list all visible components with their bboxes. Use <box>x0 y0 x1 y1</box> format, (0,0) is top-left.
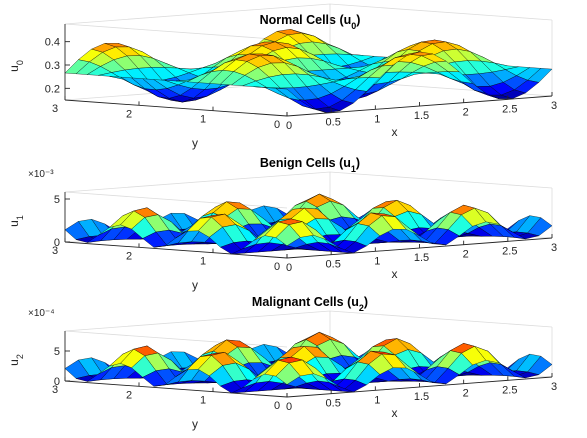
back-box-edge <box>64 23 288 41</box>
x-tick-label: 2.5 <box>502 245 517 257</box>
x-tick-label: 0.5 <box>326 398 341 410</box>
z-tick-label: 0.4 <box>45 37 60 49</box>
y-tick-label: 0 <box>274 400 280 412</box>
x-tick-label: 2 <box>463 249 469 261</box>
exponent-label: ×10⁻⁴ <box>28 308 55 319</box>
axis-lines: 0 0.5 1 1.5 2 2.5 3 x 0 1 2 3 y 0 5 u2 <box>7 331 557 431</box>
y-axis-line <box>64 99 288 117</box>
y-tick-label: 2 <box>126 389 132 401</box>
panel-normal-cells: Normal Cells (u0) 0 0.5 1 1.5 2 2.5 3 x 0 1 2 3 y 0.2… <box>7 3 557 150</box>
y-axis-line <box>64 380 288 398</box>
surface-patch <box>275 224 301 246</box>
panel-malignant-cells: Malignant Cells (u2) ×10⁻⁴ 0 0.5 1 1.5 2 2.5 3… <box>7 295 557 431</box>
z-tick-label: 0.2 <box>45 83 60 95</box>
x-axis-label: x <box>392 267 398 281</box>
z-tick-label: 5 <box>54 194 60 206</box>
panel-title: Malignant Cells (u2) <box>252 295 368 313</box>
y-tick-label: 2 <box>126 108 132 120</box>
x-tick-label: 0.5 <box>326 117 341 129</box>
surface <box>64 29 553 113</box>
x-tick-label: 2.5 <box>502 103 517 115</box>
surface-patch <box>275 88 301 101</box>
x-axis-label: x <box>392 125 398 139</box>
panel-title: Benign Cells (u1) <box>260 156 360 174</box>
y-axis-label: y <box>192 417 198 431</box>
z-axis-label: u1 <box>7 215 25 227</box>
x-tick-label: 0.5 <box>326 259 341 271</box>
y-tick-label: 3 <box>52 245 58 257</box>
y-axis-label: y <box>192 278 198 292</box>
y-tick-label: 1 <box>200 114 206 126</box>
panel-benign-cells: Benign Cells (u1) ×10⁻³ 0 0.5 1 1.5 2 2.5 3 x 0 1… <box>7 156 557 292</box>
y-axis-line <box>64 241 288 259</box>
x-tick-label: 2.5 <box>502 384 517 396</box>
y-tick-label: 3 <box>52 103 58 115</box>
x-tick-label: 2 <box>463 388 469 400</box>
axis-lines: 0 0.5 1 1.5 2 2.5 3 x 0 1 2 3 y 0 5 u1 <box>7 192 557 292</box>
z-tick-label: 0 <box>54 376 60 388</box>
y-tick-label: 0 <box>274 119 280 131</box>
y-tick-label: 3 <box>52 384 58 396</box>
z-tick-label: 0 <box>54 237 60 249</box>
x-tick-label: 2 <box>463 107 469 119</box>
x-tick-label: 3 <box>551 381 557 393</box>
surface-patch <box>275 362 301 385</box>
y-tick-label: 2 <box>126 250 132 262</box>
x-tick-label: 1 <box>374 394 380 406</box>
x-tick-label: 0 <box>286 262 292 274</box>
z-axis-label: u0 <box>7 60 25 72</box>
surface <box>64 193 553 255</box>
x-tick-label: 1.5 <box>414 110 429 122</box>
x-axis-label: x <box>392 406 398 420</box>
x-tick-label: 0 <box>286 401 292 413</box>
surface <box>64 332 553 394</box>
x-tick-label: 1 <box>374 113 380 125</box>
exponent-label: ×10⁻³ <box>28 169 54 180</box>
x-tick-label: 1 <box>374 255 380 267</box>
y-axis-label: y <box>192 136 198 150</box>
x-tick-label: 3 <box>551 242 557 254</box>
panel-title: Normal Cells (u0) <box>260 13 361 31</box>
back-box-top <box>64 310 553 332</box>
x-tick-label: 0 <box>286 120 292 132</box>
y-tick-label: 0 <box>274 261 280 273</box>
z-axis-label: u2 <box>7 354 25 366</box>
z-tick-label: 0.3 <box>45 60 60 72</box>
axis-lines: 0 0.5 1 1.5 2 2.5 3 x 0 1 2 3 y 0.2 0.3 0.4 u0 <box>7 24 557 150</box>
x-tick-label: 1.5 <box>414 391 429 403</box>
back-box-edge <box>64 191 288 209</box>
y-tick-label: 1 <box>200 395 206 407</box>
back-box-edge <box>64 330 288 348</box>
x-tick-label: 1.5 <box>414 252 429 264</box>
x-tick-label: 3 <box>551 100 557 112</box>
y-tick-label: 1 <box>200 256 206 268</box>
z-tick-label: 5 <box>54 346 60 358</box>
back-box-top <box>64 171 553 193</box>
